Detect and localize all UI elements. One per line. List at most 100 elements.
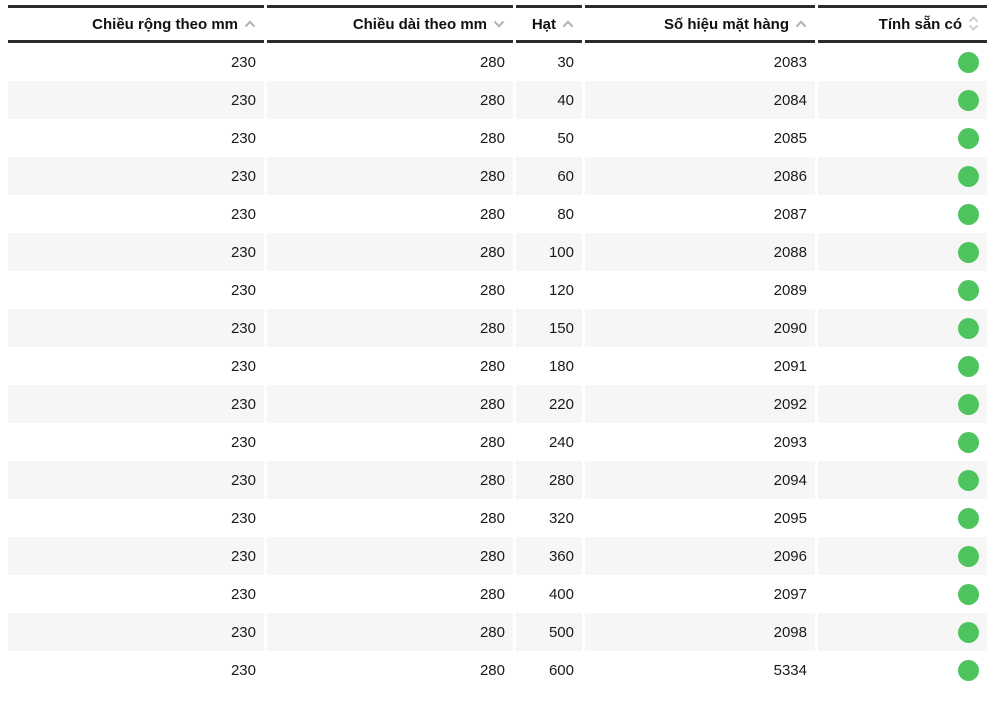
cell-width-mm: 230 (8, 309, 264, 347)
table-row: 230 280 120 2089 (8, 271, 987, 309)
availability-dot (958, 241, 979, 263)
cell-length-mm: 280 (267, 423, 513, 461)
cell-length-mm: 280 (267, 43, 513, 81)
cell-length-mm: 280 (267, 613, 513, 651)
cell-grit: 80 (516, 195, 582, 233)
table-row: 230 280 360 2096 (8, 537, 987, 575)
column-header-label: Hạt (531, 15, 556, 33)
cell-width-mm: 230 (8, 157, 264, 195)
cell-item-number: 2083 (585, 43, 815, 81)
cell-availability (818, 347, 987, 385)
column-header-label: Chiều rộng theo mm (92, 15, 238, 33)
availability-dot (958, 659, 979, 681)
table-row: 230 280 280 2094 (8, 461, 987, 499)
table-header-row: Chiều rộng theo mm Chiều dài theo mm Hạt… (8, 5, 987, 43)
cell-width-mm: 230 (8, 271, 264, 309)
cell-item-number: 2093 (585, 423, 815, 461)
cell-length-mm: 280 (267, 157, 513, 195)
cell-length-mm: 280 (267, 461, 513, 499)
cell-grit: 400 (516, 575, 582, 613)
availability-dot (958, 545, 979, 567)
cell-availability (818, 233, 987, 271)
cell-item-number: 2090 (585, 309, 815, 347)
column-header-grit[interactable]: Hạt (516, 5, 582, 43)
cell-availability (818, 537, 987, 575)
cell-item-number: 2089 (585, 271, 815, 309)
cell-grit: 50 (516, 119, 582, 157)
cell-availability (818, 43, 987, 81)
cell-width-mm: 230 (8, 613, 264, 651)
column-header-item-number[interactable]: Số hiệu mặt hàng (585, 5, 815, 43)
cell-grit: 120 (516, 271, 582, 309)
cell-width-mm: 230 (8, 385, 264, 423)
cell-availability (818, 157, 987, 195)
cell-width-mm: 230 (8, 499, 264, 537)
column-header-label: Số hiệu mặt hàng (663, 15, 789, 33)
cell-grit: 280 (516, 461, 582, 499)
cell-grit: 220 (516, 385, 582, 423)
table-row: 230 280 500 2098 (8, 613, 987, 651)
cell-grit: 320 (516, 499, 582, 537)
cell-length-mm: 280 (267, 385, 513, 423)
cell-availability (818, 309, 987, 347)
availability-dot (958, 203, 979, 225)
table-row: 230 280 180 2091 (8, 347, 987, 385)
cell-width-mm: 230 (8, 233, 264, 271)
cell-availability (818, 651, 987, 689)
cell-length-mm: 280 (267, 271, 513, 309)
cell-availability (818, 271, 987, 309)
column-header-width-mm[interactable]: Chiều rộng theo mm (8, 5, 264, 43)
availability-dot (958, 583, 979, 605)
cell-grit: 500 (516, 613, 582, 651)
cell-width-mm: 230 (8, 347, 264, 385)
table-row: 230 280 400 2097 (8, 575, 987, 613)
availability-dot (958, 127, 979, 149)
cell-item-number: 2085 (585, 119, 815, 157)
cell-width-mm: 230 (8, 537, 264, 575)
cell-availability (818, 461, 987, 499)
chevron-up-icon (795, 19, 807, 28)
cell-grit: 600 (516, 651, 582, 689)
cell-grit: 100 (516, 233, 582, 271)
cell-length-mm: 280 (267, 309, 513, 347)
cell-grit: 40 (516, 81, 582, 119)
cell-grit: 180 (516, 347, 582, 385)
cell-length-mm: 280 (267, 119, 513, 157)
availability-dot (958, 317, 979, 339)
cell-length-mm: 280 (267, 651, 513, 689)
availability-dot (958, 89, 979, 111)
chevron-up-icon (244, 19, 256, 28)
cell-availability (818, 423, 987, 461)
availability-dot (958, 507, 979, 529)
cell-item-number: 2098 (585, 613, 815, 651)
cell-availability (818, 613, 987, 651)
table-row: 230 280 30 2083 (8, 43, 987, 81)
cell-grit: 150 (516, 309, 582, 347)
availability-dot (958, 355, 979, 377)
cell-availability (818, 499, 987, 537)
cell-width-mm: 230 (8, 119, 264, 157)
chevron-up-icon (562, 19, 574, 28)
cell-item-number: 2097 (585, 575, 815, 613)
cell-width-mm: 230 (8, 423, 264, 461)
cell-width-mm: 230 (8, 651, 264, 689)
availability-dot (958, 51, 979, 73)
cell-length-mm: 280 (267, 195, 513, 233)
cell-width-mm: 230 (8, 81, 264, 119)
cell-grit: 240 (516, 423, 582, 461)
table-row: 230 280 40 2084 (8, 81, 987, 119)
column-header-availability[interactable]: Tính sẵn có (818, 5, 987, 43)
cell-length-mm: 280 (267, 499, 513, 537)
cell-availability (818, 195, 987, 233)
cell-item-number: 2092 (585, 385, 815, 423)
cell-item-number: 2088 (585, 233, 815, 271)
cell-availability (818, 575, 987, 613)
cell-item-number: 2087 (585, 195, 815, 233)
availability-dot (958, 431, 979, 453)
availability-dot (958, 393, 979, 415)
availability-dot (958, 621, 979, 643)
cell-item-number: 2084 (585, 81, 815, 119)
cell-grit: 30 (516, 43, 582, 81)
column-header-length-mm[interactable]: Chiều dài theo mm (267, 5, 513, 43)
